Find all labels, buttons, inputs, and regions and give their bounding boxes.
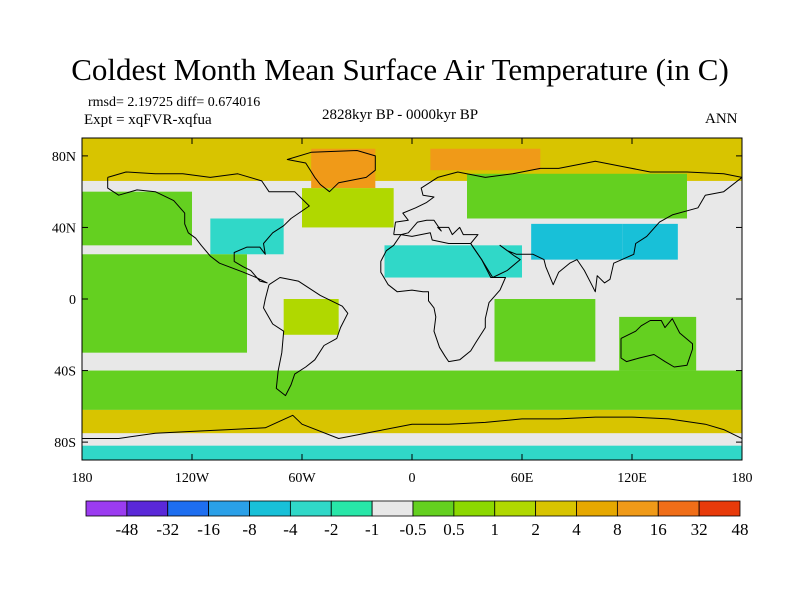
colorbar-label: -2	[324, 520, 338, 539]
colorbar-swatch	[126, 500, 169, 517]
colorbar-label: 48	[732, 520, 749, 539]
lat-tick-label: 40N	[52, 221, 76, 236]
coastline-antarctica	[82, 414, 742, 439]
colorbar-swatch	[85, 500, 128, 517]
coastline-africa	[380, 232, 506, 363]
colorbar-swatch	[330, 500, 373, 517]
colorbar-label: 32	[691, 520, 708, 539]
coastline-australia	[620, 318, 693, 368]
coastline-north-america	[107, 171, 310, 284]
lat-tick-label: 80S	[54, 436, 76, 451]
coastlines	[82, 150, 742, 439]
field-region-north-pacific-warm	[82, 191, 192, 246]
map-title: Coldest Month Mean Surface Air Temperatu…	[71, 52, 729, 87]
colorbar-label: -4	[283, 520, 298, 539]
lon-tick-label: 120W	[175, 471, 210, 486]
lat-tick-label: 0	[69, 293, 76, 308]
field-region-indian-ocean-warm	[494, 299, 596, 362]
field-region-north-america-cool	[210, 218, 284, 255]
coastline-greenland	[286, 150, 376, 193]
field-region-north-atlantic-warm	[302, 188, 394, 228]
field-region-europe-asia-warm	[467, 173, 687, 219]
field-region-southern-ocean-warm	[82, 370, 742, 410]
colorbar-label: -8	[242, 520, 256, 539]
field-region-antarctic-interior-cool	[82, 445, 742, 460]
colorbar-swatch	[249, 500, 291, 517]
colorbar-swatch	[289, 500, 332, 517]
colorbar-label: 2	[531, 520, 540, 539]
lon-tick-label: 180	[732, 471, 753, 486]
temperature-field	[82, 138, 742, 460]
field-region-barents-warming	[430, 148, 541, 171]
lat-tick-label: 40S	[54, 365, 76, 380]
lon-tick-label: 120E	[617, 471, 647, 486]
colorbar-label: 4	[572, 520, 581, 539]
colorbar-label: -32	[156, 520, 179, 539]
colorbar-swatch	[412, 500, 455, 517]
colorbar-swatch	[453, 500, 496, 517]
stats-line: rmsd= 2.19725 diff= 0.674016	[88, 95, 261, 110]
colorbar-swatch	[371, 500, 414, 517]
colorbar-label: 0.5	[443, 520, 464, 539]
colorbar-label: 1	[491, 520, 500, 539]
map-panel	[81, 137, 743, 461]
field-region-sahara-arabia-cool	[384, 245, 522, 278]
colorbar-label: 8	[613, 520, 622, 539]
lon-tick-label: 180	[72, 471, 93, 486]
colorbar-swatch	[616, 500, 659, 517]
lat-tick-label: 80N	[52, 150, 76, 165]
colorbar-label: -1	[365, 520, 379, 539]
colorbar-label: -48	[116, 520, 139, 539]
colorbar-swatch	[535, 500, 577, 517]
colorbar-swatch	[494, 500, 537, 517]
colorbar-swatch	[208, 500, 250, 517]
colorbar-swatch	[576, 500, 618, 517]
colorbar-swatch	[167, 500, 210, 517]
field-region-east-asia-cool	[622, 223, 678, 260]
field-region-tibet-cool	[531, 223, 623, 260]
colorbar-label: -0.5	[400, 520, 427, 539]
colorbar-label: -16	[197, 520, 220, 539]
lon-tick-label: 60E	[511, 471, 534, 486]
field-region-tropical-pacific-warm	[82, 254, 247, 353]
field-region-australia-warm	[619, 316, 697, 371]
longitude-axis: 180 120W 60W 0 60E 120E 180	[72, 138, 753, 486]
lon-tick-label: 0	[409, 471, 416, 486]
colorbar-swatch	[698, 500, 741, 517]
field-region-south-america-warm	[283, 299, 339, 335]
field-region-antarctic-margin-warm	[82, 409, 742, 434]
coastline-eurasia	[393, 160, 742, 293]
colorbar-label: 16	[650, 520, 667, 539]
period-line: 2828kyr BP - 0000kyr BP	[322, 107, 479, 123]
experiment-line: Expt = xqFVR-xqfua	[84, 112, 212, 128]
season-label: ANN	[705, 111, 738, 127]
coastline-south-america	[263, 277, 349, 397]
colorbar-swatch	[657, 500, 700, 517]
colorbar: -48 -32 -16 -8 -4 -2 -1 -0.5 0.5 1 2 4 8 16 32 48	[85, 500, 749, 539]
lon-tick-label: 60W	[288, 471, 316, 486]
latitude-axis: 80N 40N 0 40S 80S	[52, 150, 742, 451]
